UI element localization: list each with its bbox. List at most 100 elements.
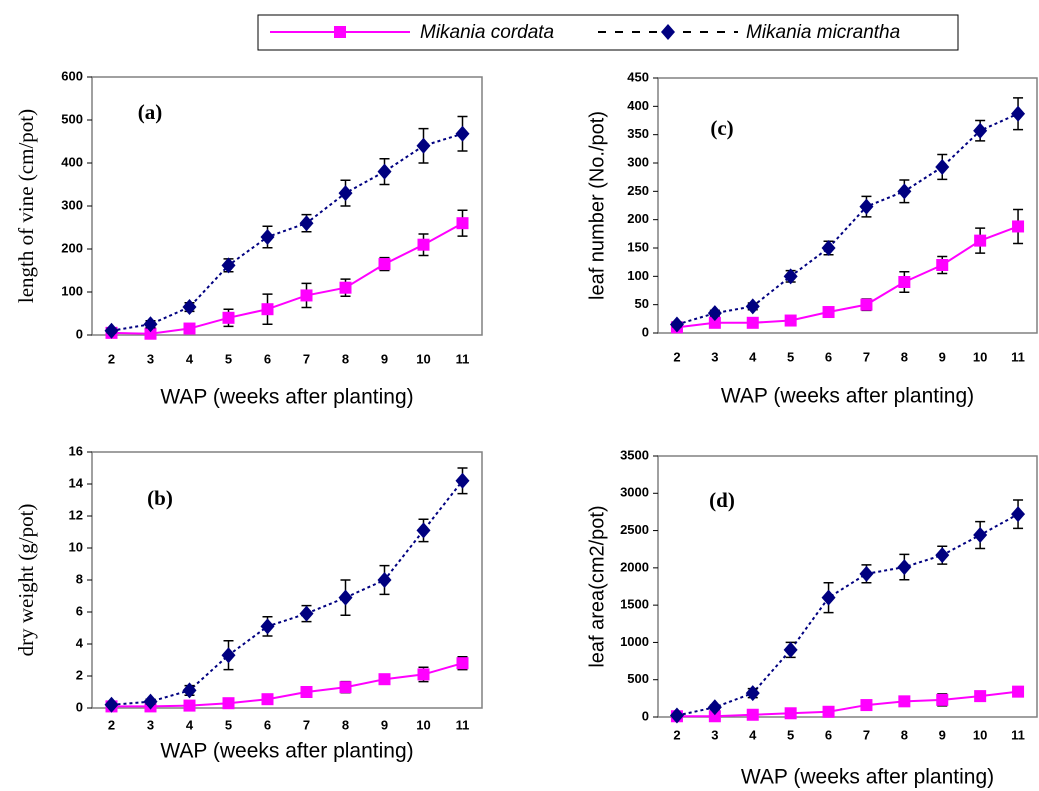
x-axis-title: WAP (weeks after planting) (741, 766, 994, 789)
data-point (821, 240, 836, 256)
x-tick-label: 9 (381, 351, 388, 366)
panel-label: (b) (147, 486, 173, 510)
x-tick-label: 11 (1011, 349, 1025, 364)
y-tick-label: 14 (69, 475, 84, 490)
data-point (1012, 220, 1025, 233)
series-line (676, 513, 1019, 717)
data-point (936, 693, 949, 706)
data-point (897, 183, 912, 200)
data-point (377, 163, 392, 180)
data-point (1011, 105, 1026, 122)
data-point (707, 699, 722, 716)
data-point (860, 298, 873, 311)
x-tick-label: 8 (901, 727, 908, 742)
y-tick-label: 10 (69, 539, 83, 554)
data-point (783, 268, 798, 285)
x-tick-label: 10 (416, 717, 430, 732)
y-tick-label: 350 (627, 126, 649, 141)
y-tick-label: 500 (627, 671, 649, 686)
series-line (111, 222, 463, 335)
data-point (1012, 685, 1025, 698)
y-tick-label: 0 (642, 324, 649, 339)
y-axis-title: dry weight (g/pot) (14, 504, 38, 657)
data-point (746, 708, 759, 721)
data-point (104, 696, 119, 713)
y-axis-title: leaf number (No./pot) (586, 111, 608, 300)
data-point (299, 215, 314, 232)
series-line (111, 480, 464, 706)
x-axis-title: WAP (weeks after planting) (160, 386, 413, 409)
x-tick-label: 5 (225, 351, 232, 366)
data-point (456, 657, 469, 670)
data-point (707, 305, 722, 322)
legend-label: Mikania micrantha (746, 22, 900, 43)
data-point (898, 276, 911, 288)
data-point (221, 257, 236, 274)
data-point (183, 699, 196, 712)
y-axis-title: leaf area(cm2/pot) (586, 505, 608, 667)
data-point (897, 559, 912, 576)
data-point (669, 316, 684, 333)
y-tick-label: 200 (61, 240, 83, 255)
x-tick-label: 7 (863, 727, 870, 742)
y-tick-label: 8 (76, 571, 83, 586)
x-tick-label: 2 (108, 717, 115, 732)
data-point (144, 327, 157, 340)
x-tick-label: 6 (825, 727, 832, 742)
y-tick-label: 500 (61, 111, 83, 126)
y-tick-label: 450 (627, 69, 649, 84)
data-point (456, 217, 469, 230)
y-tick-label: 150 (627, 239, 649, 254)
y-tick-label: 100 (61, 283, 83, 298)
x-tick-label: 3 (147, 351, 154, 366)
x-tick-label: 8 (342, 717, 349, 732)
data-point (261, 303, 274, 316)
data-point (183, 322, 196, 335)
x-axis-title: WAP (weeks after planting) (160, 740, 413, 763)
data-point (783, 641, 798, 658)
y-tick-label: 0 (642, 708, 649, 723)
data-point (182, 682, 197, 699)
x-tick-label: 5 (787, 349, 794, 364)
x-tick-label: 3 (147, 717, 154, 732)
x-tick-label: 3 (711, 349, 718, 364)
data-point (417, 668, 430, 681)
y-tick-label: 50 (635, 296, 649, 311)
data-point (143, 316, 158, 333)
y-tick-label: 6 (76, 603, 83, 618)
data-point (745, 298, 760, 315)
data-point (973, 122, 988, 139)
data-point (299, 605, 314, 622)
y-tick-label: 2500 (620, 522, 649, 537)
series-line (676, 225, 1019, 329)
data-point (784, 707, 797, 720)
x-tick-label: 10 (973, 727, 987, 742)
data-point (859, 565, 874, 582)
y-axis-title: length of vine (cm/pot) (14, 109, 38, 303)
data-point (455, 125, 470, 142)
data-point (338, 589, 353, 606)
data-point (935, 158, 950, 175)
x-tick-label: 5 (787, 727, 794, 742)
y-tick-label: 250 (627, 183, 649, 198)
series-line (676, 690, 1019, 718)
data-point (745, 685, 760, 702)
data-point (222, 311, 235, 324)
data-point (822, 306, 835, 319)
data-point (784, 314, 797, 327)
x-tick-label: 6 (825, 349, 832, 364)
x-tick-label: 4 (749, 349, 757, 364)
y-tick-label: 12 (69, 507, 83, 522)
data-point (935, 547, 950, 564)
x-tick-label: 9 (939, 349, 946, 364)
data-point (339, 281, 352, 294)
x-tick-label: 8 (342, 351, 349, 366)
x-tick-label: 9 (381, 717, 388, 732)
x-tick-label: 9 (939, 727, 946, 742)
x-tick-label: 6 (264, 717, 271, 732)
y-tick-label: 3000 (620, 485, 649, 500)
data-point (974, 690, 987, 703)
x-tick-label: 10 (416, 351, 430, 366)
x-tick-label: 7 (303, 351, 310, 366)
